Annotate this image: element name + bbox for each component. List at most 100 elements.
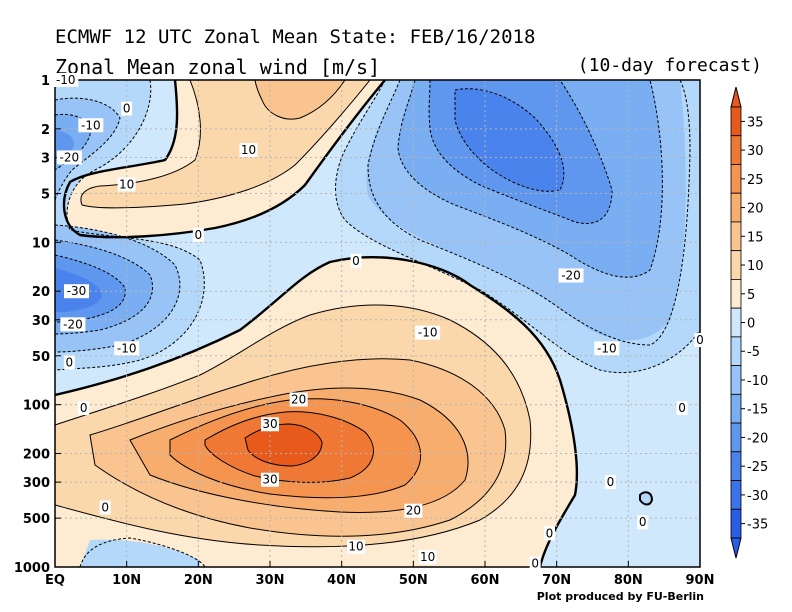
chart-title: ECMWF 12 UTC Zonal Mean State: FEB/16/20… <box>55 26 536 48</box>
plot-area <box>55 80 700 567</box>
contour-label: -30 <box>64 284 89 299</box>
contour-line <box>62 80 386 239</box>
contour-label: 10 <box>117 177 136 192</box>
chart-subtitle: Zonal Mean zonal wind [m/s] <box>55 55 381 79</box>
contour-label: -10 <box>114 341 140 356</box>
contour-label-text: 10 <box>119 177 134 191</box>
contour-line <box>80 80 371 209</box>
colorbar-swatch <box>730 278 742 309</box>
contour-label-bg <box>64 284 89 299</box>
contour-label-text: 30 <box>262 417 277 431</box>
contour-label-text: -20 <box>63 317 83 331</box>
contour-label-bg <box>604 475 616 490</box>
x-tick-label: 20N <box>184 573 213 588</box>
colorbar-label: -5 <box>747 345 760 360</box>
contour-label-bg <box>192 227 204 242</box>
x-tick-label: 70N <box>542 573 571 588</box>
x-tick-label: 90N <box>686 573 715 588</box>
y-tick-label: 3 <box>41 151 50 166</box>
contour-label-text: 0 <box>66 356 74 370</box>
contour-label-text: -20 <box>60 150 80 164</box>
contour-label: 0 <box>192 227 204 242</box>
contour-labels: -10 0 -10 -20 10 10 0 -30 -20 -10 0 0 0 -20 -10 -10 20 30… <box>53 73 706 571</box>
contour-label: 0 <box>694 333 706 348</box>
contour-label-bg <box>121 101 133 116</box>
colorbar: 35 30 25 20 15 10 5 0 -5 -10 -15 -20 -25 -30 -35 <box>730 86 768 559</box>
contour-label: 0 <box>121 101 133 116</box>
contour-label-bg <box>261 417 279 432</box>
contour-label: -10 <box>415 325 441 340</box>
y-tick-label: 100 <box>23 399 50 414</box>
y-tick-label: 1000 <box>14 561 50 576</box>
contour-line <box>55 97 121 201</box>
contour-label-text: 10 <box>241 143 256 157</box>
contour-label-text: 0 <box>607 475 615 489</box>
contour-label-text: 10 <box>348 540 363 554</box>
contour-label: 20 <box>404 503 423 518</box>
contour-label: 0 <box>78 401 90 416</box>
contour-label: 0 <box>350 253 362 268</box>
colorbar-label: -25 <box>747 460 768 475</box>
contour-label-text: 0 <box>531 556 539 570</box>
colorbar-swatch <box>730 221 742 252</box>
contour-line <box>55 224 181 353</box>
colorbar-label: -20 <box>747 431 768 446</box>
colorbar-label: 30 <box>747 144 764 159</box>
contour-label: 10 <box>418 550 437 565</box>
contour-line <box>335 80 700 374</box>
contour-label-text: -10 <box>56 73 76 87</box>
y-tick-label: 20 <box>32 285 50 300</box>
y-tick-label: 5 <box>41 187 50 202</box>
contour-line <box>129 387 469 513</box>
colorbar-swatch <box>730 451 742 481</box>
field-pos-30 <box>245 424 322 466</box>
contour-line <box>55 80 205 371</box>
colorbar-label: -10 <box>747 374 768 389</box>
contour-label-bg <box>404 503 423 518</box>
contour-label-bg <box>53 73 79 87</box>
field-neg-pocket-1 <box>80 539 200 567</box>
contour-label-text: 30 <box>262 473 277 487</box>
contour-label-text: -10 <box>597 341 617 355</box>
x-tick-label: 10N <box>112 573 141 588</box>
y-tick-label: 500 <box>23 512 50 527</box>
colorbar-swatch <box>730 307 742 338</box>
colorbar-label: 5 <box>747 288 755 303</box>
contour-label-text: 0 <box>678 401 686 415</box>
contour-label-text: -20 <box>561 268 581 282</box>
x-tick-label: 40N <box>327 573 356 588</box>
contour-label-text: 0 <box>123 102 131 116</box>
y-tick-label: 10 <box>32 236 50 251</box>
contour-label-bg <box>694 333 706 348</box>
y-tick-label: 2 <box>41 123 50 138</box>
contour-label-bg <box>418 550 437 565</box>
contour-label-text: -10 <box>117 341 137 355</box>
contour-label-bg <box>56 150 82 165</box>
contour-label-text: 10 <box>420 550 435 564</box>
contour-line <box>204 411 374 483</box>
contour-label-bg <box>60 317 86 332</box>
contour-label-bg <box>78 118 104 133</box>
contour-label-bg <box>239 143 258 158</box>
contour-label: -10 <box>53 73 79 87</box>
y-tick-label: 50 <box>32 350 50 365</box>
contour-label-bg <box>289 392 308 407</box>
plot-frame <box>54 79 701 568</box>
contour-line <box>89 358 507 537</box>
colorbar-swatch <box>730 106 742 137</box>
contour-label: 10 <box>347 539 365 554</box>
contour-label-bg <box>78 401 90 416</box>
contour-label-text: 0 <box>696 333 704 347</box>
contour-label: 0 <box>676 401 688 416</box>
contour-line <box>639 491 654 506</box>
colorbar-swatch <box>730 164 742 194</box>
contour-lines <box>55 80 700 567</box>
contour-line <box>397 80 663 278</box>
colorbar-swatch <box>730 135 742 165</box>
contour-label: -10 <box>594 341 620 356</box>
contour-label-text: 0 <box>195 228 203 242</box>
contour-label-text: -10 <box>81 118 101 132</box>
contour-line <box>55 256 579 567</box>
contour-label-bg <box>114 341 140 356</box>
colorbar-top-arrow <box>730 86 742 108</box>
